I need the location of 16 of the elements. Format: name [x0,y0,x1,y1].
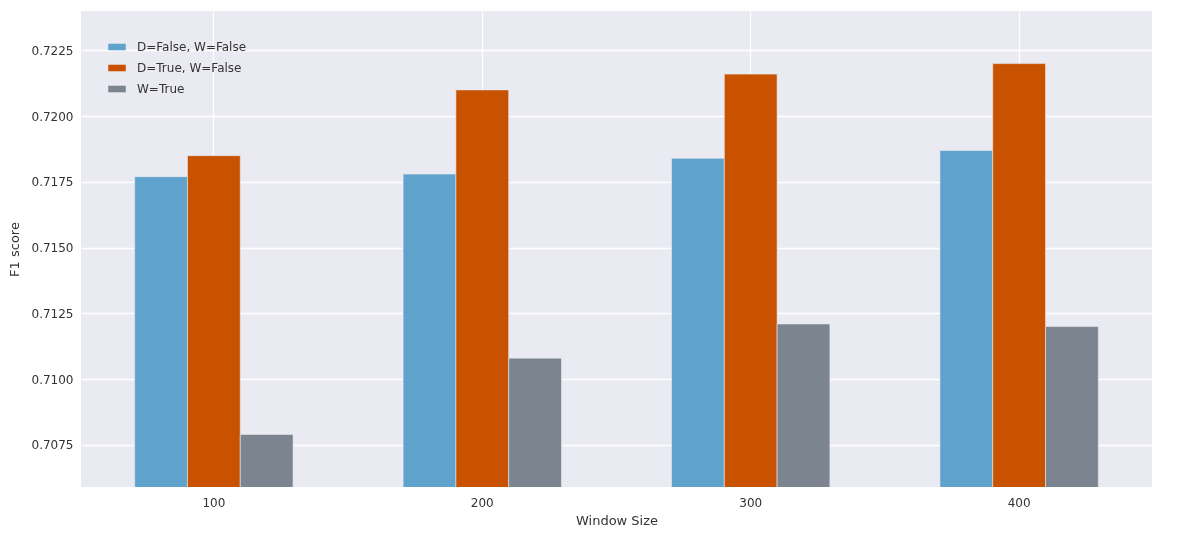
legend-label: D=True, W=False [137,61,242,75]
legend-label: W=True [137,82,185,96]
y-tick-label: 0.7150 [31,241,74,256]
y-tick-label: 0.7075 [31,438,74,453]
y-axis-title: F1 score [6,222,22,277]
y-tick-label: 0.7200 [31,109,74,124]
y-tick-label: 0.7100 [31,372,74,387]
x-tick-label: 400 [1007,495,1031,510]
x-tick-label: 300 [739,495,763,510]
y-tick-label: 0.7175 [31,175,74,190]
x-tick-label: 100 [202,495,226,510]
y-tick-label: 0.7225 [31,43,74,58]
legend-label: D=False, W=False [137,40,247,54]
x-tick-label: 200 [470,495,494,510]
y-tick-label: 0.7125 [31,306,74,321]
x-axis-title: Window Size [575,512,659,528]
